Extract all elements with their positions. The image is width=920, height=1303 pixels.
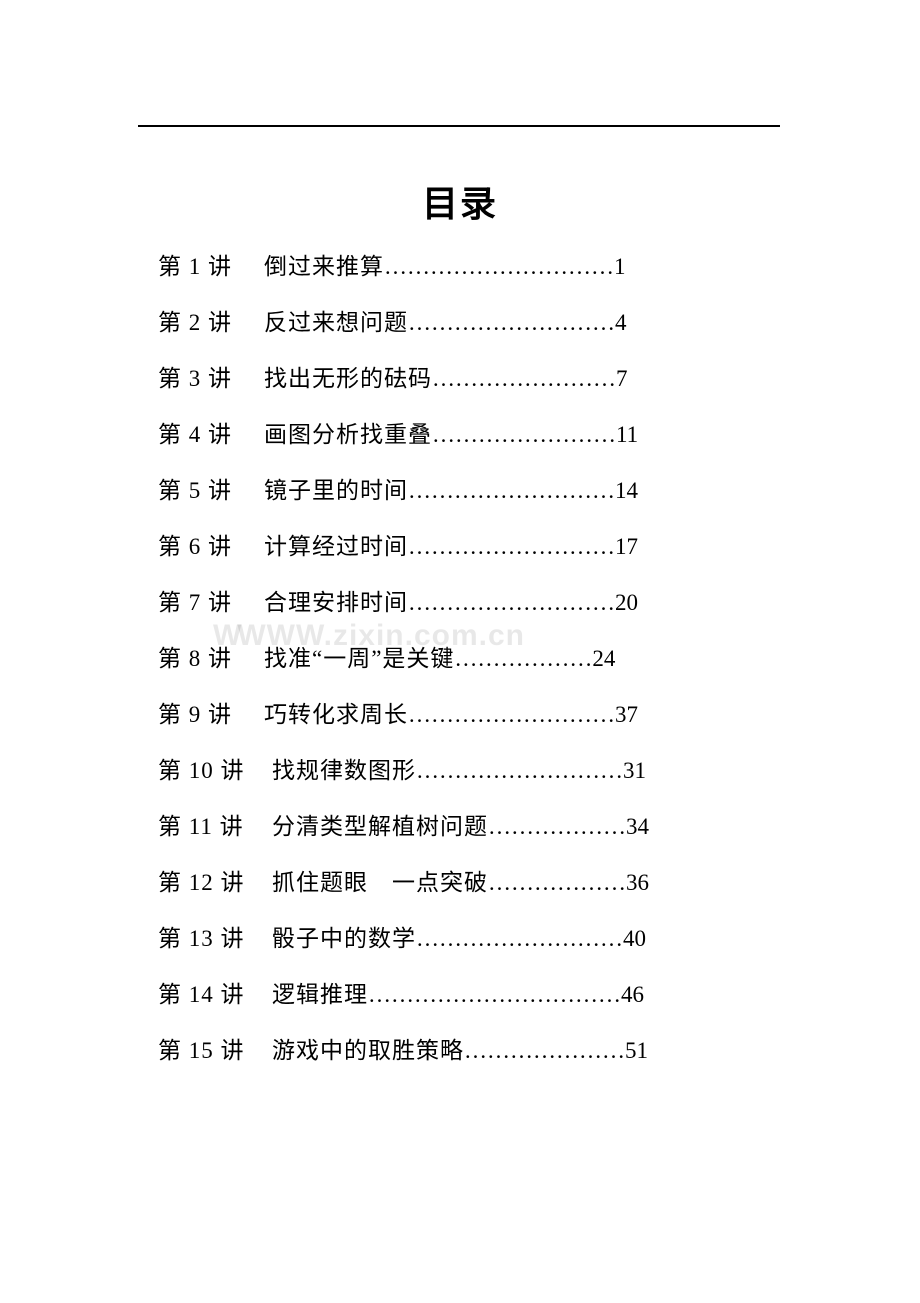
toc-page: 46 xyxy=(621,983,644,1006)
toc-lesson: 第 7 讲 xyxy=(158,591,264,614)
toc-topic: 抓住题眼 一点突破 xyxy=(272,871,488,894)
toc-leader: ……………… xyxy=(454,647,592,670)
toc-topic: 巧转化求周长 xyxy=(264,703,408,726)
toc-lesson: 第 6 讲 xyxy=(158,535,264,558)
toc-lesson: 第 13 讲 xyxy=(158,927,272,950)
toc-page: 36 xyxy=(626,871,649,894)
toc-topic: 找规律数图形 xyxy=(272,759,416,782)
toc-leader: ……………………… xyxy=(408,591,615,614)
toc-page: 1 xyxy=(614,255,626,278)
toc-topic: 画图分析找重叠 xyxy=(264,423,432,446)
toc-topic: 游戏中的取胜策略 xyxy=(272,1039,464,1062)
toc-leader: ……………………… xyxy=(416,759,623,782)
toc-page: 51 xyxy=(625,1039,648,1062)
toc-leader: ………………………… xyxy=(384,255,614,278)
toc-topic: 反过来想问题 xyxy=(264,311,408,334)
toc-leader: ……………………… xyxy=(416,927,623,950)
toc-page: 11 xyxy=(616,423,638,446)
toc-page: 31 xyxy=(623,759,646,782)
toc-page: 40 xyxy=(623,927,646,950)
toc-lesson: 第 14 讲 xyxy=(158,983,272,1006)
toc-page: 17 xyxy=(615,535,638,558)
toc-topic: 骰子中的数学 xyxy=(272,927,416,950)
toc-leader: ……………………… xyxy=(408,311,615,334)
toc-leader: ……………… xyxy=(488,815,626,838)
toc-lesson: 第 12 讲 xyxy=(158,871,272,894)
toc-lesson: 第 9 讲 xyxy=(158,703,264,726)
toc-lesson: 第 3 讲 xyxy=(158,367,264,390)
toc-topic: 计算经过时间 xyxy=(264,535,408,558)
toc-row: 第 13 讲 骰子中的数学 ……………………… 40 xyxy=(158,927,780,950)
toc-row: 第 4 讲 画图分析找重叠 …………………… 11 xyxy=(158,423,780,446)
toc-topic: 找准“一周”是关键 xyxy=(264,647,454,670)
toc-leader: ……………… xyxy=(488,871,626,894)
toc-row: 第 8 讲 找准“一周”是关键 ……………… 24 xyxy=(158,647,780,670)
toc-row: 第 12 讲 抓住题眼 一点突破 ……………… 36 xyxy=(158,871,780,894)
toc-lesson: 第 11 讲 xyxy=(158,815,272,838)
toc-lesson: 第 8 讲 xyxy=(158,647,264,670)
toc-topic: 找出无形的砝码 xyxy=(264,367,432,390)
toc-page: 7 xyxy=(616,367,628,390)
toc-lesson: 第 1 讲 xyxy=(158,255,264,278)
toc-page: 37 xyxy=(615,703,638,726)
toc-topic: 分清类型解植树问题 xyxy=(272,815,488,838)
toc-leader: ……………………… xyxy=(408,703,615,726)
toc-leader: ……………………… xyxy=(408,479,615,502)
toc-row: 第 14 讲 逻辑推理 …………………………… 46 xyxy=(158,983,780,1006)
document-page: WWWW.zixin.com.cn 目录 第 1 讲 倒过来推算 …………………… xyxy=(0,0,920,1303)
toc-page: 4 xyxy=(615,311,627,334)
toc-topic: 合理安排时间 xyxy=(264,591,408,614)
toc-row: 第 11 讲 分清类型解植树问题 ……………… 34 xyxy=(158,815,780,838)
toc-page: 14 xyxy=(615,479,638,502)
toc-page: 24 xyxy=(592,647,615,670)
table-of-contents: 第 1 讲 倒过来推算 ………………………… 1 第 2 讲 反过来想问题 ……… xyxy=(158,255,780,1062)
toc-leader: …………………………… xyxy=(368,983,621,1006)
toc-row: 第 5 讲 镜子里的时间 ……………………… 14 xyxy=(158,479,780,502)
toc-page: 34 xyxy=(626,815,649,838)
toc-leader: …………………… xyxy=(432,367,616,390)
toc-row: 第 3 讲 找出无形的砝码 …………………… 7 xyxy=(158,367,780,390)
toc-page: 20 xyxy=(615,591,638,614)
toc-lesson: 第 10 讲 xyxy=(158,759,272,782)
toc-topic: 镜子里的时间 xyxy=(264,479,408,502)
toc-lesson: 第 5 讲 xyxy=(158,479,264,502)
toc-row: 第 15 讲 游戏中的取胜策略 ………………… 51 xyxy=(158,1039,780,1062)
toc-row: 第 2 讲 反过来想问题 ……………………… 4 xyxy=(158,311,780,334)
toc-row: 第 1 讲 倒过来推算 ………………………… 1 xyxy=(158,255,780,278)
toc-row: 第 9 讲 巧转化求周长 ……………………… 37 xyxy=(158,703,780,726)
toc-row: 第 6 讲 计算经过时间 ……………………… 17 xyxy=(158,535,780,558)
toc-lesson: 第 4 讲 xyxy=(158,423,264,446)
page-title: 目录 xyxy=(0,175,920,227)
toc-leader: ……………………… xyxy=(408,535,615,558)
header-rule xyxy=(138,125,780,127)
toc-topic: 倒过来推算 xyxy=(264,255,384,278)
toc-leader: ………………… xyxy=(464,1039,625,1062)
toc-leader: …………………… xyxy=(432,423,616,446)
toc-row: 第 10 讲 找规律数图形 ……………………… 31 xyxy=(158,759,780,782)
toc-lesson: 第 2 讲 xyxy=(158,311,264,334)
toc-topic: 逻辑推理 xyxy=(272,983,368,1006)
toc-row: 第 7 讲 合理安排时间 ……………………… 20 xyxy=(158,591,780,614)
toc-lesson: 第 15 讲 xyxy=(158,1039,272,1062)
